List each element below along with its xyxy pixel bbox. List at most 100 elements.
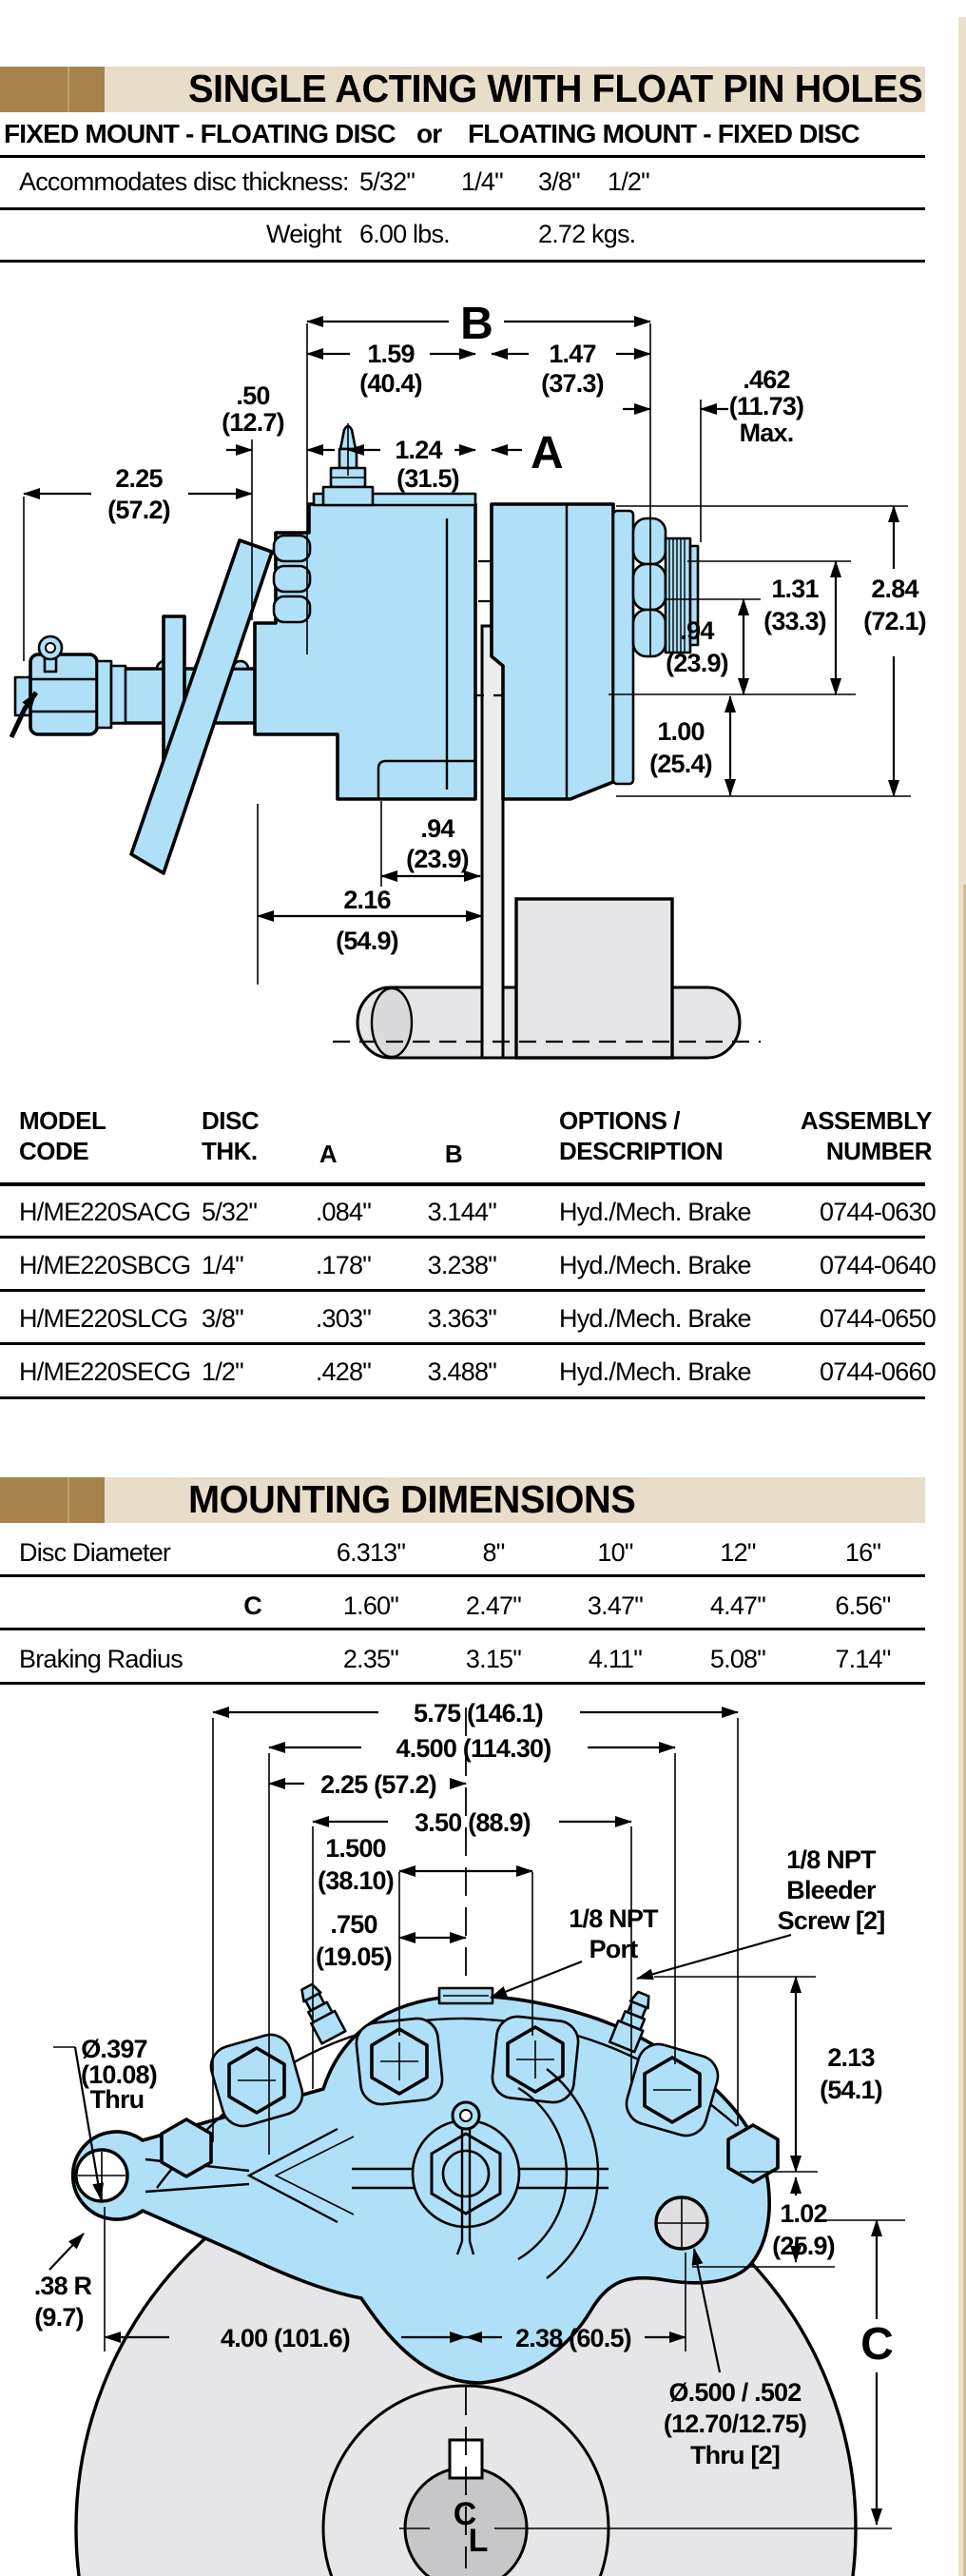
header-brown-seam [68, 1477, 69, 1523]
svg-text:(31.5): (31.5) [396, 464, 459, 493]
svg-text:5.75 (146.1): 5.75 (146.1) [414, 1701, 543, 1727]
centerline-symbol: C [454, 2496, 477, 2532]
svg-text:(12.70/12.75): (12.70/12.75) [664, 2410, 806, 2438]
subtitle-or: or [416, 119, 442, 148]
pivot-castle-nut [411, 2068, 600, 2279]
subtitle-left: FIXED MOUNT - FLOATING DISC [4, 119, 396, 148]
svg-text:(19.05): (19.05) [316, 1942, 392, 1971]
svg-text:Thru [2]: Thru [2] [690, 2441, 780, 2469]
svg-text:2.13: 2.13 [827, 2043, 875, 2072]
rule [0, 1396, 925, 1399]
thickness-value: 5/32" [359, 167, 415, 196]
weight-label: Weight [266, 220, 342, 248]
page-edge-strip [958, 17, 966, 2576]
svg-text:Screw [2]: Screw [2] [778, 1906, 885, 1935]
rule [0, 155, 925, 158]
side-view-diagram: B 1.59 (40.4) 1.47 (37.3) .50 (12.7) 1.2… [9, 299, 927, 1060]
subtitle-right: FLOATING MOUNT - FIXED DISC [468, 119, 860, 148]
svg-text:1.24: 1.24 [395, 436, 442, 464]
svg-text:Port: Port [589, 1935, 639, 1963]
svg-text:1.31: 1.31 [771, 575, 819, 603]
dimensions: 5.75 (146.1) 4.500 (114.30) 2.25 (57.2) … [34, 1701, 905, 2559]
thickness-value: 3/8" [538, 167, 581, 196]
svg-text:.94: .94 [420, 814, 454, 843]
rule [0, 1182, 925, 1186]
svg-text:B: B [460, 299, 493, 349]
svg-text:2.16: 2.16 [343, 886, 391, 914]
svg-text:1.00: 1.00 [657, 717, 704, 746]
rule [0, 1574, 925, 1577]
svg-text:.38 R: .38 R [34, 2272, 92, 2300]
svg-text:1/8 NPT: 1/8 NPT [569, 1904, 659, 1933]
weight-kgs: 2.72 kgs. [538, 220, 636, 248]
svg-text:(10.08): (10.08) [81, 2060, 157, 2089]
svg-text:(38.10): (38.10) [318, 1866, 394, 1895]
lever-handle [129, 538, 274, 875]
svg-text:(9.7): (9.7) [34, 2303, 84, 2332]
svg-text:Bleeder: Bleeder [786, 1876, 877, 1904]
svg-text:Ø.500 / .502: Ø.500 / .502 [668, 2378, 801, 2407]
page-title: SINGLE ACTING WITH FLOAT PIN HOLES [188, 67, 923, 110]
mounting-title: MOUNTING DIMENSIONS [188, 1477, 636, 1521]
svg-text:.750: .750 [330, 1910, 377, 1939]
svg-text:2.25 (57.2): 2.25 (57.2) [320, 1770, 436, 1799]
washer [95, 659, 113, 730]
svg-text:(12.7): (12.7) [222, 408, 284, 437]
npt-port-boss [437, 1986, 494, 2005]
svg-text:(40.4): (40.4) [359, 369, 422, 398]
dimensions: B 1.59 (40.4) 1.47 (37.3) .50 (12.7) 1.2… [23, 299, 927, 985]
svg-text:.462: .462 [743, 365, 789, 394]
svg-text:(57.2): (57.2) [107, 496, 170, 524]
thickness-value: 1/4" [461, 167, 504, 196]
jam-washer [109, 664, 127, 725]
col-header-b: B [444, 1140, 463, 1168]
mount-flange [611, 509, 635, 786]
row-label: Disc Diameter [19, 1538, 171, 1567]
rule [0, 207, 925, 210]
svg-text:(11.73): (11.73) [729, 392, 803, 420]
svg-text:1/8 NPT: 1/8 NPT [786, 1845, 877, 1874]
section-header-bar: SINGLE ACTING WITH FLOAT PIN HOLES [0, 67, 925, 112]
hex-bolt-icon [726, 2123, 780, 2184]
svg-text:(72.1): (72.1) [863, 607, 926, 635]
col-header-disc-thk: DISC THK. [202, 1106, 260, 1165]
row-label: Braking Radius [19, 1645, 184, 1673]
col-header-options: OPTIONS / DESCRIPTION [559, 1106, 724, 1165]
caliper-outer-body [490, 502, 700, 801]
header-brown-block [0, 67, 105, 112]
svg-text:(25.4): (25.4) [649, 750, 712, 778]
svg-text:.94: .94 [680, 616, 714, 645]
svg-text:2.38 (60.5): 2.38 (60.5) [515, 2324, 631, 2352]
rule [0, 1236, 925, 1239]
svg-text:3.50 (88.9): 3.50 (88.9) [415, 1808, 531, 1837]
header-brown-seam [68, 67, 69, 112]
section-header-bar: MOUNTING DIMENSIONS [0, 1477, 925, 1523]
rule [0, 1289, 925, 1292]
lever-actuator-assembly [9, 538, 274, 875]
svg-text:(37.3): (37.3) [541, 369, 604, 398]
rule [0, 260, 925, 263]
caliper-bolts [160, 2015, 780, 2184]
svg-text:(54.1): (54.1) [820, 2076, 882, 2104]
svg-text:1.59: 1.59 [367, 340, 415, 368]
svg-text:.50: .50 [236, 381, 269, 410]
svg-text:L: L [469, 2523, 489, 2559]
caliper-inner-body [253, 492, 477, 801]
svg-text:(25.9): (25.9) [772, 2232, 835, 2260]
svg-text:(33.3): (33.3) [763, 607, 826, 635]
hub-and-shaft [356, 897, 742, 1060]
svg-text:(23.9): (23.9) [406, 845, 469, 873]
rule [0, 1628, 925, 1630]
svg-text:A: A [531, 428, 563, 478]
brake-disc [480, 624, 505, 1060]
hex-bolt-icon [160, 2117, 213, 2178]
svg-text:Max.: Max. [740, 419, 794, 447]
thickness-label: Accommodates disc thickness: [19, 167, 350, 196]
rotation-arrow-icon [9, 691, 39, 739]
row-label: C [243, 1591, 262, 1620]
svg-text:4.500 (114.30): 4.500 (114.30) [396, 1734, 551, 1763]
svg-text:1.500: 1.500 [325, 1834, 386, 1863]
mounting-hole [654, 2195, 709, 2251]
bleeder-fitting-icon [321, 424, 375, 507]
